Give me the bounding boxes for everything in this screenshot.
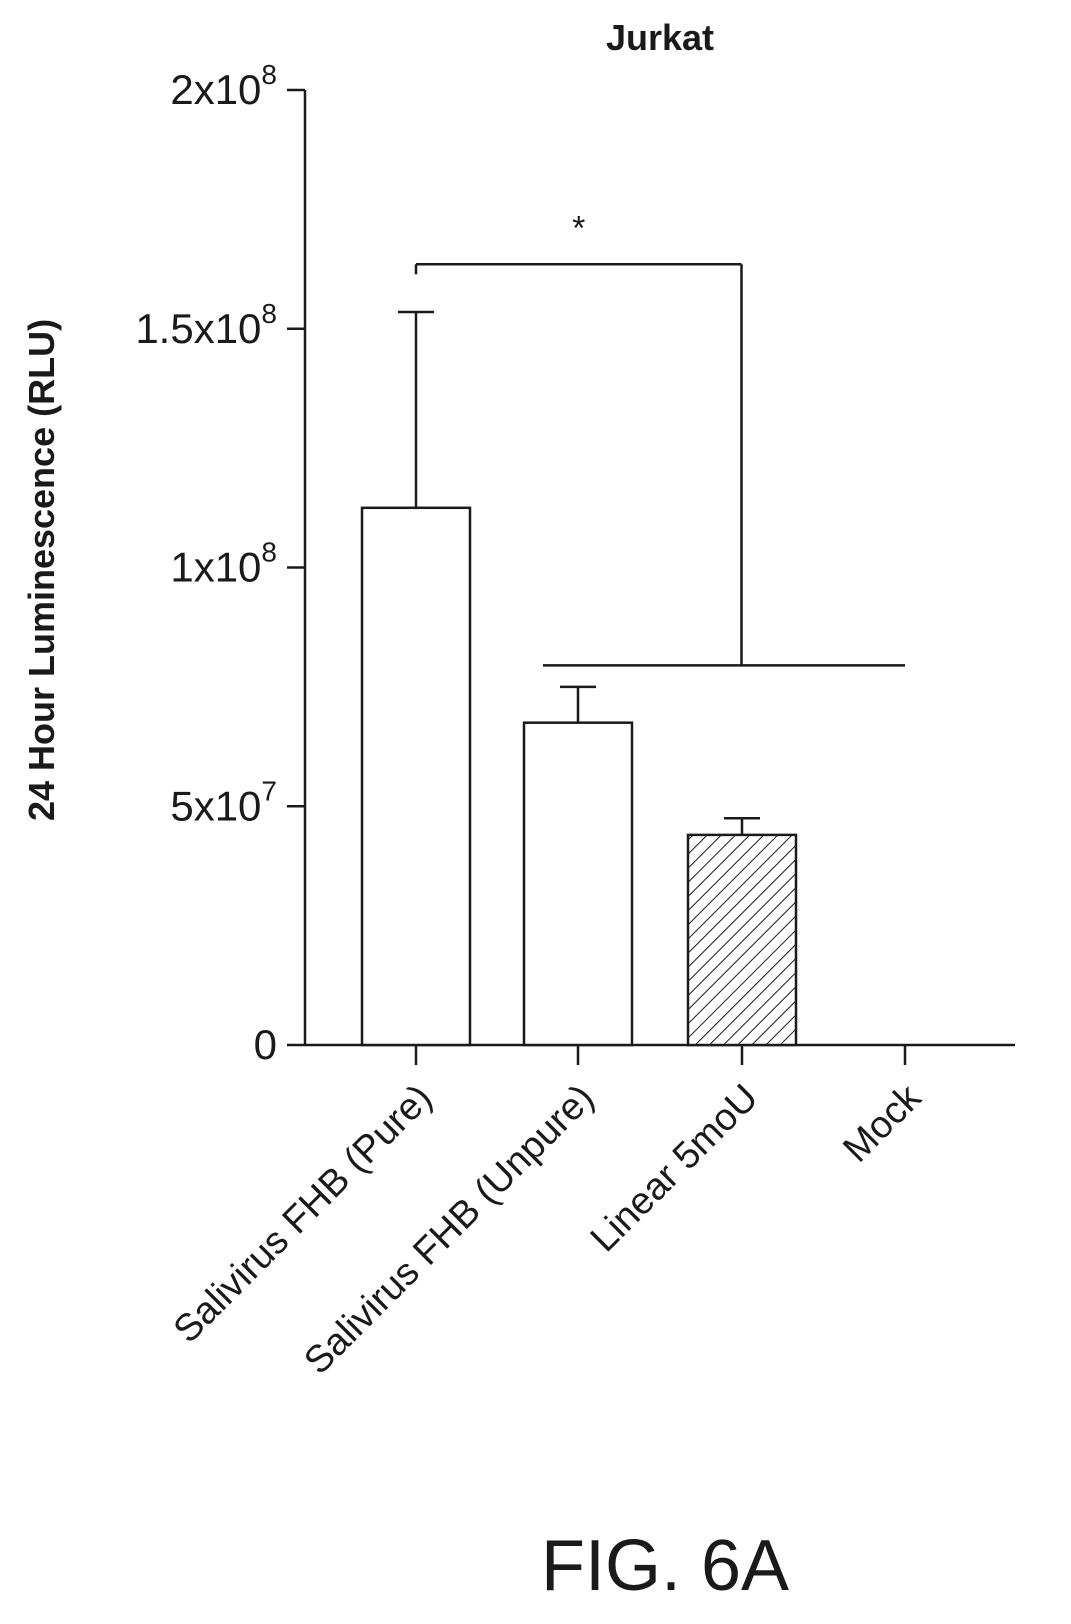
x-categories: Salivirus FHB (Pure)Salivirus FHB (Unpur… <box>166 1045 930 1383</box>
y-tick-mantissa: 2x10 <box>170 66 261 113</box>
y-tick-mantissa: 1x10 <box>170 544 261 591</box>
y-tick-label: 5x107 <box>170 775 277 829</box>
y-tick-mantissa: 0 <box>254 1021 277 1068</box>
y-tick-exponent: 8 <box>261 298 277 329</box>
y-tick-exponent: 8 <box>261 537 277 568</box>
y-tick-label: 0 <box>254 1021 277 1068</box>
y-axis-label: 24 Hour Luminescence (RLU) <box>21 319 62 821</box>
x-category-label: Mock <box>835 1076 930 1171</box>
y-tick-exponent: 7 <box>261 775 277 806</box>
x-category-label: Salivirus FHB (Unpure) <box>296 1077 602 1383</box>
bar <box>522 721 634 1047</box>
y-tick-label: 1.5x108 <box>135 298 277 352</box>
bar <box>686 833 798 1047</box>
significance-bracket: * <box>414 209 905 667</box>
x-category-label: Linear 5moU <box>583 1077 767 1261</box>
significance-label: * <box>572 209 585 247</box>
y-tick-label: 1x108 <box>170 537 277 591</box>
figure-caption: FIG. 6A <box>541 1526 789 1606</box>
error-bars <box>398 310 760 835</box>
y-tick-exponent: 8 <box>261 59 277 90</box>
chart-title: Jurkat <box>606 17 714 58</box>
bars <box>360 506 798 1047</box>
y-tick-label: 2x108 <box>170 59 277 113</box>
y-tick-mantissa: 1.5x10 <box>135 305 261 352</box>
y-tick-mantissa: 5x10 <box>170 782 261 829</box>
bar <box>360 506 472 1047</box>
x-category-label: Salivirus FHB (Pure) <box>166 1077 441 1352</box>
